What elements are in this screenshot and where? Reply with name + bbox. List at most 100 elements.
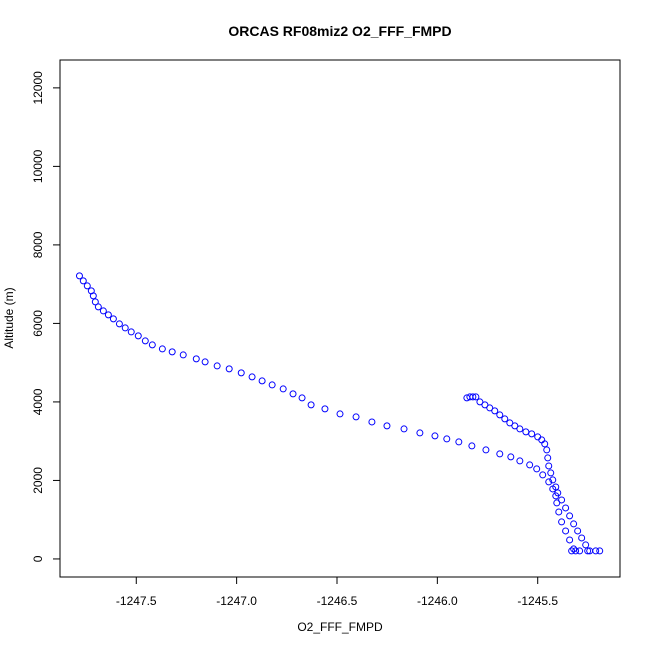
data-point <box>528 430 536 438</box>
data-point <box>237 369 245 377</box>
data-point <box>298 394 306 402</box>
data-point <box>558 518 566 526</box>
data-point <box>368 418 376 426</box>
data-point <box>582 541 590 549</box>
data-point <box>148 341 156 349</box>
data-point <box>109 315 117 323</box>
data-point <box>443 435 451 443</box>
data-point <box>179 351 187 359</box>
data-point <box>79 277 87 285</box>
data-point <box>201 358 209 366</box>
data-point <box>455 438 463 446</box>
data-point <box>383 422 391 430</box>
x-tick-label: -1246.0 <box>417 594 458 608</box>
data-point <box>533 465 541 473</box>
data-point <box>543 446 551 454</box>
data-point <box>321 405 329 413</box>
data-point <box>486 404 494 412</box>
data-point <box>496 450 504 458</box>
data-point <box>416 429 424 437</box>
data-point <box>506 419 514 427</box>
data-point <box>572 547 580 555</box>
data-point <box>539 471 547 479</box>
data-point <box>476 398 484 406</box>
data-point <box>336 410 344 418</box>
data-point <box>562 527 570 535</box>
data-point <box>507 453 515 461</box>
data-point <box>574 527 582 535</box>
data-point <box>555 508 563 516</box>
data-point <box>566 512 574 520</box>
data-point <box>570 545 578 553</box>
data-point <box>104 311 112 319</box>
data-point <box>400 425 408 433</box>
y-tick-label: 2000 <box>31 467 45 494</box>
data-point <box>596 547 604 555</box>
data-point <box>121 324 129 332</box>
x-axis-label: O2_FFF_FMPD <box>297 620 383 634</box>
data-point <box>549 476 557 484</box>
data-point <box>545 462 553 470</box>
data-point <box>168 348 176 356</box>
data-point <box>307 401 315 409</box>
data-point <box>566 536 574 544</box>
y-tick-label: 10000 <box>31 149 45 183</box>
data-point <box>99 307 107 315</box>
data-point <box>94 303 102 311</box>
data-point <box>568 547 576 555</box>
y-tick-label: 4000 <box>31 388 45 415</box>
y-tick-label: 12000 <box>31 71 45 105</box>
data-point <box>289 390 297 398</box>
data-point <box>141 337 149 345</box>
x-tick-label: -1246.5 <box>317 594 358 608</box>
data-point <box>158 345 166 353</box>
x-tick-label: -1247.0 <box>216 594 257 608</box>
data-point <box>554 489 562 497</box>
data-point <box>481 401 489 409</box>
data-point <box>511 422 519 430</box>
data-point <box>558 496 566 504</box>
data-point <box>570 520 578 528</box>
data-point <box>584 547 592 555</box>
data-point <box>472 393 480 401</box>
data-point <box>268 381 276 389</box>
data-point <box>552 483 560 491</box>
x-tick-label: -1247.5 <box>116 594 157 608</box>
x-tick-label: -1245.5 <box>517 594 558 608</box>
data-point <box>576 547 584 555</box>
data-point <box>352 413 360 421</box>
data-point <box>468 442 476 450</box>
data-point <box>225 365 233 373</box>
data-point <box>544 454 552 462</box>
data-point <box>482 446 490 454</box>
plot-frame <box>59 59 621 578</box>
data-point <box>547 469 555 477</box>
data-point <box>592 547 600 555</box>
data-point <box>127 328 135 336</box>
data-point <box>83 282 91 290</box>
data-point <box>501 415 509 423</box>
data-point <box>91 298 99 306</box>
data-point <box>562 504 570 512</box>
data-point <box>578 534 586 542</box>
data-point <box>431 432 439 440</box>
data-point <box>491 407 499 415</box>
data-point <box>496 411 504 419</box>
data-point <box>258 377 266 385</box>
data-point <box>526 461 534 469</box>
data-point <box>89 292 97 300</box>
y-tick-label: 8000 <box>31 231 45 258</box>
data-point <box>134 332 142 340</box>
y-tick-label: 6000 <box>31 310 45 337</box>
y-axis-label: Altitude (m) <box>2 287 16 348</box>
data-point <box>516 425 524 433</box>
data-point <box>248 373 256 381</box>
data-point <box>75 272 83 280</box>
data-point <box>192 355 200 363</box>
chart-title: ORCAS RF08miz2 O2_FFF_FMPD <box>228 23 451 39</box>
data-point <box>545 478 553 486</box>
data-point <box>115 320 123 328</box>
